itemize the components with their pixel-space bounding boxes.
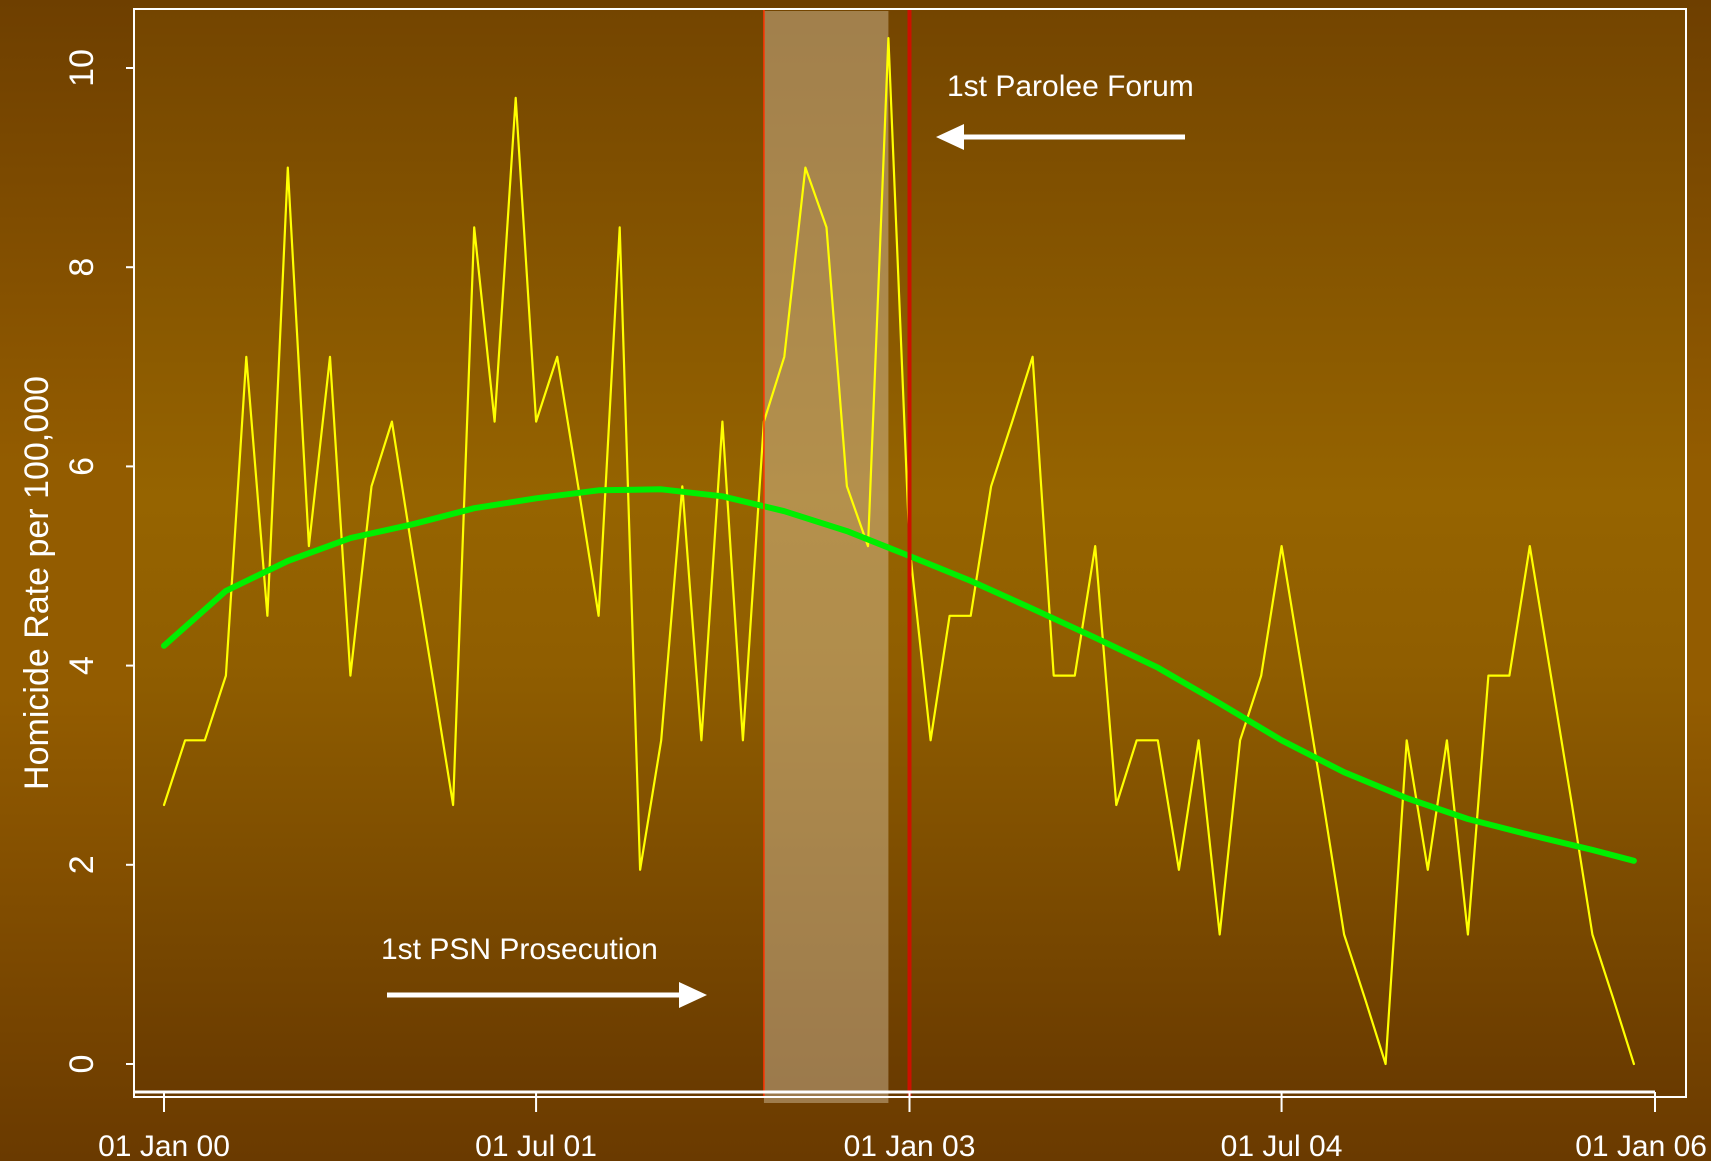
annotation-psn-prosecution-label: 1st PSN Prosecution xyxy=(381,933,658,966)
x-axis: 01 Jan 00 01 Jul 01 01 Jan 03 01 Jul 04 01 J… xyxy=(98,1090,1707,1161)
x-tick-label: 01 Jan 00 xyxy=(98,1130,230,1161)
x-tick-label: 01 Jan 03 xyxy=(844,1130,976,1161)
y-axis: 0 2 4 6 8 10 xyxy=(63,49,134,1073)
y-tick-label: 0 xyxy=(63,1055,101,1074)
y-axis-label: Homicide Rate per 100,000 xyxy=(18,376,56,790)
x-tick-label: 01 Jul 04 xyxy=(1221,1130,1343,1161)
y-tick-label: 6 xyxy=(63,457,101,476)
y-tick-label: 2 xyxy=(63,855,101,874)
annotation-parolee-forum-label: 1st Parolee Forum xyxy=(947,70,1194,103)
right-arrow-icon xyxy=(679,982,707,1008)
x-tick-label: 01 Jan 06 xyxy=(1575,1130,1707,1161)
shaded-period xyxy=(763,11,889,1103)
event-lines xyxy=(763,9,912,1097)
shaded-period-band xyxy=(763,11,889,1103)
x-tick-label: 01 Jul 01 xyxy=(475,1130,597,1161)
left-arrow-icon xyxy=(936,124,964,150)
y-tick-label: 8 xyxy=(63,258,101,277)
y-tick-label: 4 xyxy=(63,656,101,675)
annotation-psn-prosecution: 1st PSN Prosecution xyxy=(381,933,707,1008)
annotation-parolee-forum: 1st Parolee Forum xyxy=(936,70,1194,150)
series-line-monthly xyxy=(162,36,1636,1066)
y-tick-label: 10 xyxy=(63,49,101,87)
